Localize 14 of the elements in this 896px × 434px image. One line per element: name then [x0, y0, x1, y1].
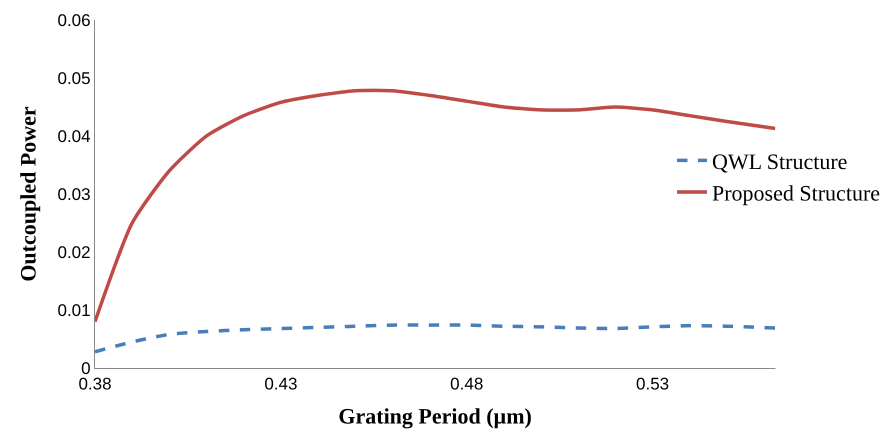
y-tick-label: 0.06: [58, 10, 91, 30]
y-tick-label: 0.04: [58, 126, 91, 146]
line-series: [95, 323, 776, 354]
y-axis-title: Outcoupled Power: [15, 106, 40, 282]
y-tick-label: 0.01: [58, 300, 91, 320]
y-tick-label: 0.05: [58, 68, 91, 88]
x-axis-title: Grating Period (µm): [338, 403, 532, 428]
legend-label: QWL Structure: [712, 148, 848, 174]
legend-label: Proposed Structure: [712, 180, 880, 206]
x-tick-label: 0.53: [636, 374, 670, 394]
x-tick-label: 0.48: [450, 374, 484, 394]
y-tick-label: 0.02: [58, 242, 91, 262]
x-tick-label: 0.43: [264, 374, 298, 394]
y-tick-label: 0.03: [58, 184, 91, 204]
